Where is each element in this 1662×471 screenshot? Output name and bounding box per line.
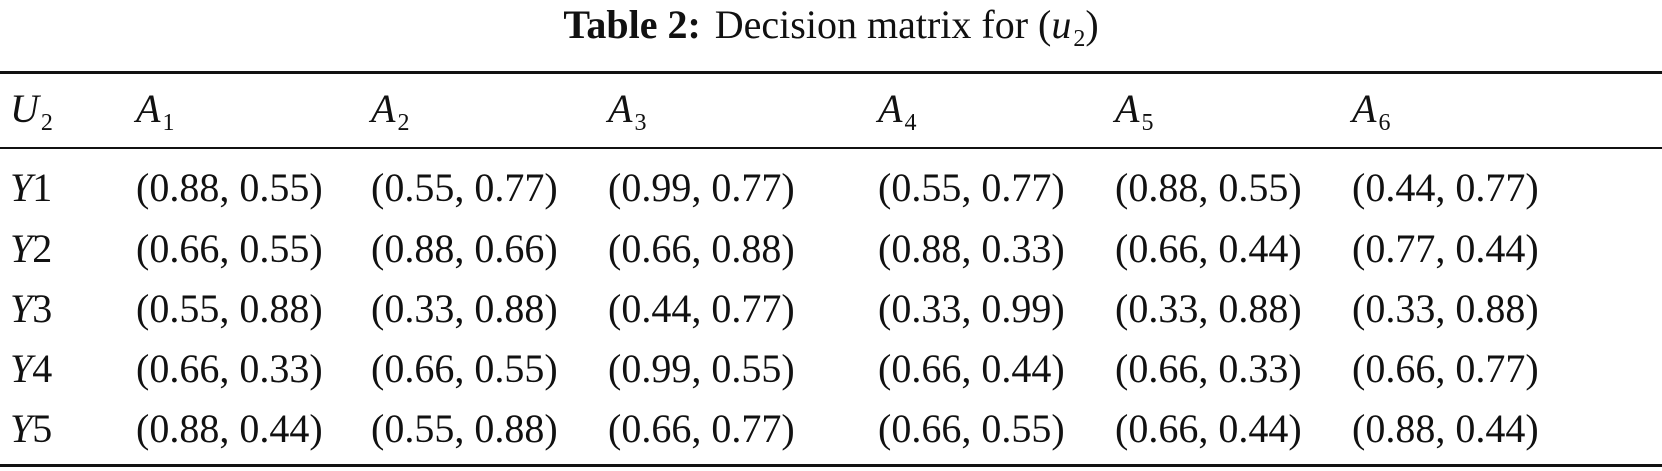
table-cell: (0.66, 0.55) bbox=[136, 225, 323, 271]
column-header: A4 bbox=[878, 74, 1115, 148]
row-symbol: Y bbox=[10, 285, 33, 331]
table-cell: (0.66, 0.55) bbox=[878, 405, 1065, 451]
column-subscript: 3 bbox=[634, 110, 647, 136]
row-label: Y2 bbox=[0, 218, 136, 278]
row-number: 3 bbox=[32, 285, 53, 331]
table-row: Y4 (0.66, 0.33) (0.66, 0.55) (0.99, 0.55… bbox=[0, 338, 1662, 398]
caption-variable-subscript: 2 bbox=[1073, 26, 1086, 52]
table-cell: (0.33, 0.99) bbox=[878, 285, 1065, 331]
column-symbol: A bbox=[371, 86, 396, 131]
table-cell: (0.33, 0.88) bbox=[371, 285, 558, 331]
table-cell: (0.55, 0.88) bbox=[371, 405, 558, 451]
corner-subscript: 2 bbox=[40, 110, 53, 136]
table-cell: (0.66, 0.44) bbox=[878, 345, 1065, 391]
row-label: Y4 bbox=[0, 338, 136, 398]
caption-text: Decision matrix for ( bbox=[714, 2, 1052, 47]
table-caption: Table 2: Decision matrix for (u2) bbox=[0, 0, 1662, 60]
table-cell: (0.55, 0.77) bbox=[371, 164, 558, 210]
table-cell: (0.44, 0.77) bbox=[1352, 164, 1539, 210]
table-cell: (0.88, 0.55) bbox=[136, 164, 323, 210]
decision-matrix-table: U2 A1 A2 A3 A4 A5 A6 Y1 (0.88, 0.55) (0.… bbox=[0, 74, 1662, 458]
table-cell: (0.66, 0.77) bbox=[608, 405, 795, 451]
column-header: A6 bbox=[1352, 74, 1662, 148]
column-symbol: A bbox=[1115, 86, 1140, 131]
table-cell: (0.33, 0.88) bbox=[1352, 285, 1539, 331]
table-cell: (0.66, 0.33) bbox=[1115, 345, 1302, 391]
table-cell: (0.66, 0.77) bbox=[1352, 345, 1539, 391]
corner-header: U2 bbox=[0, 74, 136, 148]
column-subscript: 6 bbox=[1378, 110, 1391, 136]
table-cell: (0.88, 0.33) bbox=[878, 225, 1065, 271]
table-cell: (0.66, 0.44) bbox=[1115, 225, 1302, 271]
table-top-rule bbox=[0, 71, 1662, 74]
column-symbol: A bbox=[878, 86, 903, 131]
caption-variable: u bbox=[1051, 2, 1072, 47]
caption-label: Table 2: bbox=[563, 2, 701, 47]
table-cell: (0.88, 0.55) bbox=[1115, 164, 1302, 210]
table-cell: (0.33, 0.88) bbox=[1115, 285, 1302, 331]
table-cell: (0.88, 0.44) bbox=[136, 405, 323, 451]
table-bottom-rule bbox=[0, 464, 1662, 467]
column-header: A2 bbox=[371, 74, 608, 148]
row-number: 4 bbox=[32, 345, 53, 391]
table-cell: (0.55, 0.77) bbox=[878, 164, 1065, 210]
table-row: Y1 (0.88, 0.55) (0.55, 0.77) (0.99, 0.77… bbox=[0, 148, 1662, 218]
column-subscript: 2 bbox=[397, 110, 410, 136]
row-number: 2 bbox=[32, 225, 53, 271]
table-cell: (0.66, 0.88) bbox=[608, 225, 795, 271]
table-cell: (0.88, 0.66) bbox=[371, 225, 558, 271]
column-symbol: A bbox=[136, 86, 161, 131]
column-subscript: 5 bbox=[1141, 110, 1154, 136]
column-header: A3 bbox=[608, 74, 878, 148]
column-subscript: 1 bbox=[162, 110, 175, 136]
table-cell: (0.66, 0.55) bbox=[371, 345, 558, 391]
table-cell: (0.66, 0.44) bbox=[1115, 405, 1302, 451]
table-row: Y2 (0.66, 0.55) (0.88, 0.66) (0.66, 0.88… bbox=[0, 218, 1662, 278]
table-cell: (0.77, 0.44) bbox=[1352, 225, 1539, 271]
column-subscript: 4 bbox=[904, 110, 917, 136]
row-symbol: Y bbox=[10, 345, 33, 391]
row-label: Y3 bbox=[0, 278, 136, 338]
row-number: 1 bbox=[32, 164, 53, 210]
table-cell: (0.44, 0.77) bbox=[608, 285, 795, 331]
row-symbol: Y bbox=[10, 405, 33, 451]
caption-close: ) bbox=[1085, 2, 1099, 47]
corner-symbol: U bbox=[10, 86, 39, 131]
table-row: Y3 (0.55, 0.88) (0.33, 0.88) (0.44, 0.77… bbox=[0, 278, 1662, 338]
column-header: A1 bbox=[136, 74, 371, 148]
column-symbol: A bbox=[608, 86, 633, 131]
column-header: A5 bbox=[1115, 74, 1352, 148]
table-cell: (0.99, 0.77) bbox=[608, 164, 795, 210]
table-header-rule bbox=[0, 147, 1662, 149]
table-row: Y5 (0.88, 0.44) (0.55, 0.88) (0.66, 0.77… bbox=[0, 398, 1662, 458]
row-label: Y5 bbox=[0, 398, 136, 458]
row-number: 5 bbox=[32, 405, 53, 451]
table-header-row: U2 A1 A2 A3 A4 A5 A6 bbox=[0, 74, 1662, 148]
column-symbol: A bbox=[1352, 86, 1377, 131]
row-symbol: Y bbox=[10, 225, 33, 271]
table-cell: (0.88, 0.44) bbox=[1352, 405, 1539, 451]
table-cell: (0.99, 0.55) bbox=[608, 345, 795, 391]
table-cell: (0.55, 0.88) bbox=[136, 285, 323, 331]
table-cell: (0.66, 0.33) bbox=[136, 345, 323, 391]
row-label: Y1 bbox=[0, 148, 136, 218]
row-symbol: Y bbox=[10, 164, 33, 210]
